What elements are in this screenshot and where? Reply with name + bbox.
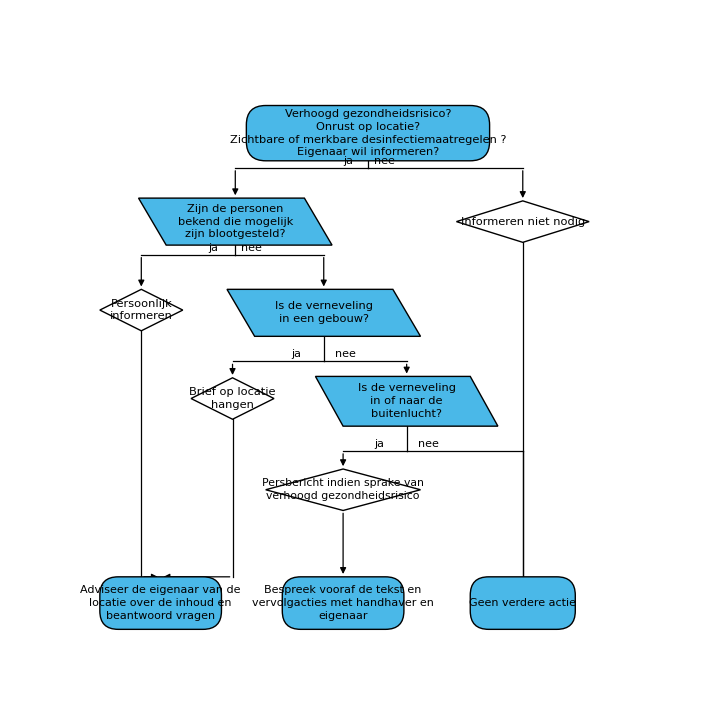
Text: Bespreek vooraf de tekst en
vervolgacties met handhaver en
eigenaar: Bespreek vooraf de tekst en vervolgactie…: [252, 585, 434, 621]
Text: Adviseer de eigenaar van de
locatie over de inhoud en
beantwoord vragen: Adviseer de eigenaar van de locatie over…: [80, 585, 241, 621]
Text: ja: ja: [291, 349, 301, 359]
Text: nee: nee: [419, 439, 439, 449]
Text: Is de verneveling
in of naar de
buitenlucht?: Is de verneveling in of naar de buitenlu…: [358, 383, 456, 419]
Polygon shape: [100, 289, 183, 331]
FancyBboxPatch shape: [246, 106, 490, 161]
Text: Geen verdere actie: Geen verdere actie: [470, 598, 577, 608]
Text: Persoonlijk
informeren: Persoonlijk informeren: [110, 299, 173, 322]
Polygon shape: [191, 378, 274, 419]
Polygon shape: [139, 198, 332, 245]
FancyBboxPatch shape: [470, 577, 575, 630]
Polygon shape: [227, 289, 421, 336]
Text: nee: nee: [335, 349, 356, 359]
Polygon shape: [315, 376, 498, 426]
Polygon shape: [266, 469, 421, 510]
Polygon shape: [457, 201, 589, 243]
Text: Informeren niet nodig: Informeren niet nodig: [461, 217, 585, 227]
Text: ja: ja: [374, 439, 384, 449]
Text: ja: ja: [344, 156, 354, 166]
FancyBboxPatch shape: [282, 577, 404, 630]
Text: Is de verneveling
in een gebouw?: Is de verneveling in een gebouw?: [275, 302, 373, 325]
Text: Zijn de personen
bekend die mogelijk
zijn blootgesteld?: Zijn de personen bekend die mogelijk zij…: [177, 204, 293, 239]
Text: ja: ja: [208, 243, 218, 253]
Text: nee: nee: [241, 243, 262, 253]
Text: nee: nee: [374, 156, 395, 166]
FancyBboxPatch shape: [100, 577, 221, 630]
Text: Brief op locatie
hangen: Brief op locatie hangen: [190, 387, 276, 410]
Text: Verhoogd gezondheidsrisico?
Onrust op locatie?
Zichtbare of merkbare desinfectie: Verhoogd gezondheidsrisico? Onrust op lo…: [230, 109, 506, 157]
Text: Persbericht indien sprake van
verhoogd gezondheidsrisico: Persbericht indien sprake van verhoogd g…: [262, 478, 424, 501]
